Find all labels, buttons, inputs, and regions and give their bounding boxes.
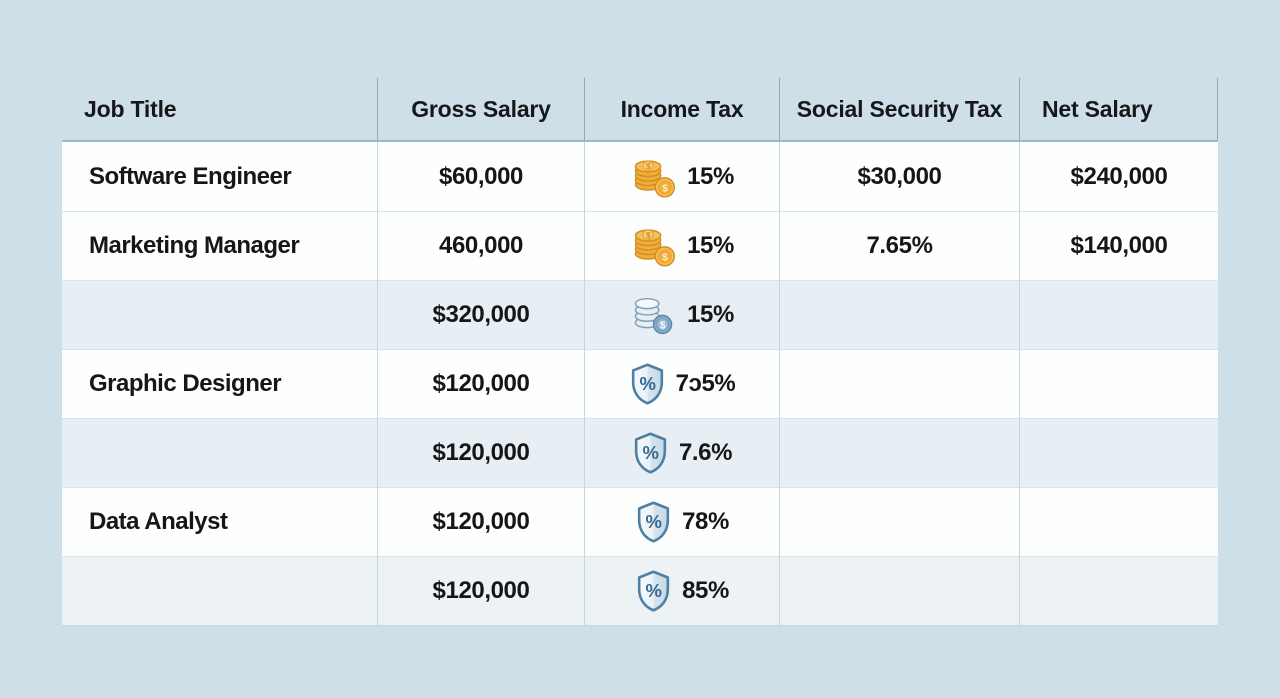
job-title-cell <box>62 418 378 487</box>
table-row: $120,000 85% <box>62 556 1218 625</box>
shield-percent-icon <box>632 431 669 475</box>
net-salary-cell <box>1020 349 1218 418</box>
job-title-cell: Marketing Manager <box>62 211 378 280</box>
net-salary-cell <box>1020 487 1218 556</box>
income-tax-value: 85% <box>682 576 729 604</box>
job-title-cell: Software Engineer <box>62 142 378 211</box>
social-security-tax-cell: 7.65% <box>780 211 1020 280</box>
column-header-social-security-tax: Social Security Tax <box>780 78 1020 140</box>
net-salary-cell <box>1020 556 1218 625</box>
social-security-tax-cell: $30,000 <box>780 142 1020 211</box>
income-tax-value: 15% <box>687 162 734 190</box>
social-security-tax-cell <box>780 349 1020 418</box>
job-title-cell <box>62 556 378 625</box>
column-header-gross-salary: Gross Salary <box>378 78 585 140</box>
table-row: Software Engineer $60,000 15% $30,000 $2… <box>62 142 1218 211</box>
shield-percent-icon <box>635 569 672 613</box>
job-title-cell: Graphic Designer <box>62 349 378 418</box>
table-row: $120,000 7.6% <box>62 418 1218 487</box>
gross-salary-cell: $60,000 <box>378 142 585 211</box>
silver-coins-icon <box>630 292 677 337</box>
income-tax-value: 78% <box>682 507 729 535</box>
shield-percent-icon <box>635 500 672 544</box>
column-header-job-title: Job Title <box>62 78 378 140</box>
income-tax-cell: 15% <box>585 280 780 349</box>
gross-salary-cell: $120,000 <box>378 556 585 625</box>
gross-salary-cell: $120,000 <box>378 418 585 487</box>
social-security-tax-cell <box>780 280 1020 349</box>
job-title-cell <box>62 280 378 349</box>
income-tax-value: 7ɔ5% <box>675 369 736 397</box>
gross-salary-cell: $120,000 <box>378 487 585 556</box>
net-salary-cell <box>1020 280 1218 349</box>
social-security-tax-cell <box>780 487 1020 556</box>
table-row: Marketing Manager 460,000 15% 7.65% $140… <box>62 211 1218 280</box>
gold-coins-icon <box>630 223 677 268</box>
salary-table: Job Title Gross Salary Income Tax Social… <box>62 78 1218 626</box>
income-tax-value: 15% <box>687 231 734 259</box>
shield-percent-icon <box>629 362 666 406</box>
gross-salary-cell: $320,000 <box>378 280 585 349</box>
social-security-tax-cell <box>780 556 1020 625</box>
income-tax-cell: 78% <box>585 487 780 556</box>
net-salary-cell: $240,000 <box>1070 162 1168 190</box>
table-row: Data Analyst $120,000 78% <box>62 487 1218 556</box>
income-tax-cell: 15% <box>585 142 780 211</box>
column-header-net-salary: Net Salary <box>1020 78 1218 140</box>
income-tax-value: 7.6% <box>678 438 733 466</box>
social-security-tax-cell <box>780 418 1020 487</box>
net-salary-cell: $140,000 <box>1070 231 1168 259</box>
income-tax-cell: 85% <box>585 556 780 625</box>
gross-salary-cell: 460,000 <box>378 211 585 280</box>
table-row: $320,000 15% <box>62 280 1218 349</box>
table-row: Graphic Designer $120,000 7ɔ5% <box>62 349 1218 418</box>
income-tax-cell: 15% <box>585 211 780 280</box>
column-header-income-tax: Income Tax <box>585 78 780 140</box>
income-tax-cell: 7.6% <box>585 418 780 487</box>
net-salary-cell <box>1020 418 1218 487</box>
table-header-row: Job Title Gross Salary Income Tax Social… <box>62 78 1218 142</box>
gold-coins-icon <box>630 154 677 199</box>
job-title-cell: Data Analyst <box>62 487 378 556</box>
income-tax-value: 15% <box>687 300 734 328</box>
income-tax-cell: 7ɔ5% <box>585 349 780 418</box>
gross-salary-cell: $120,000 <box>378 349 585 418</box>
